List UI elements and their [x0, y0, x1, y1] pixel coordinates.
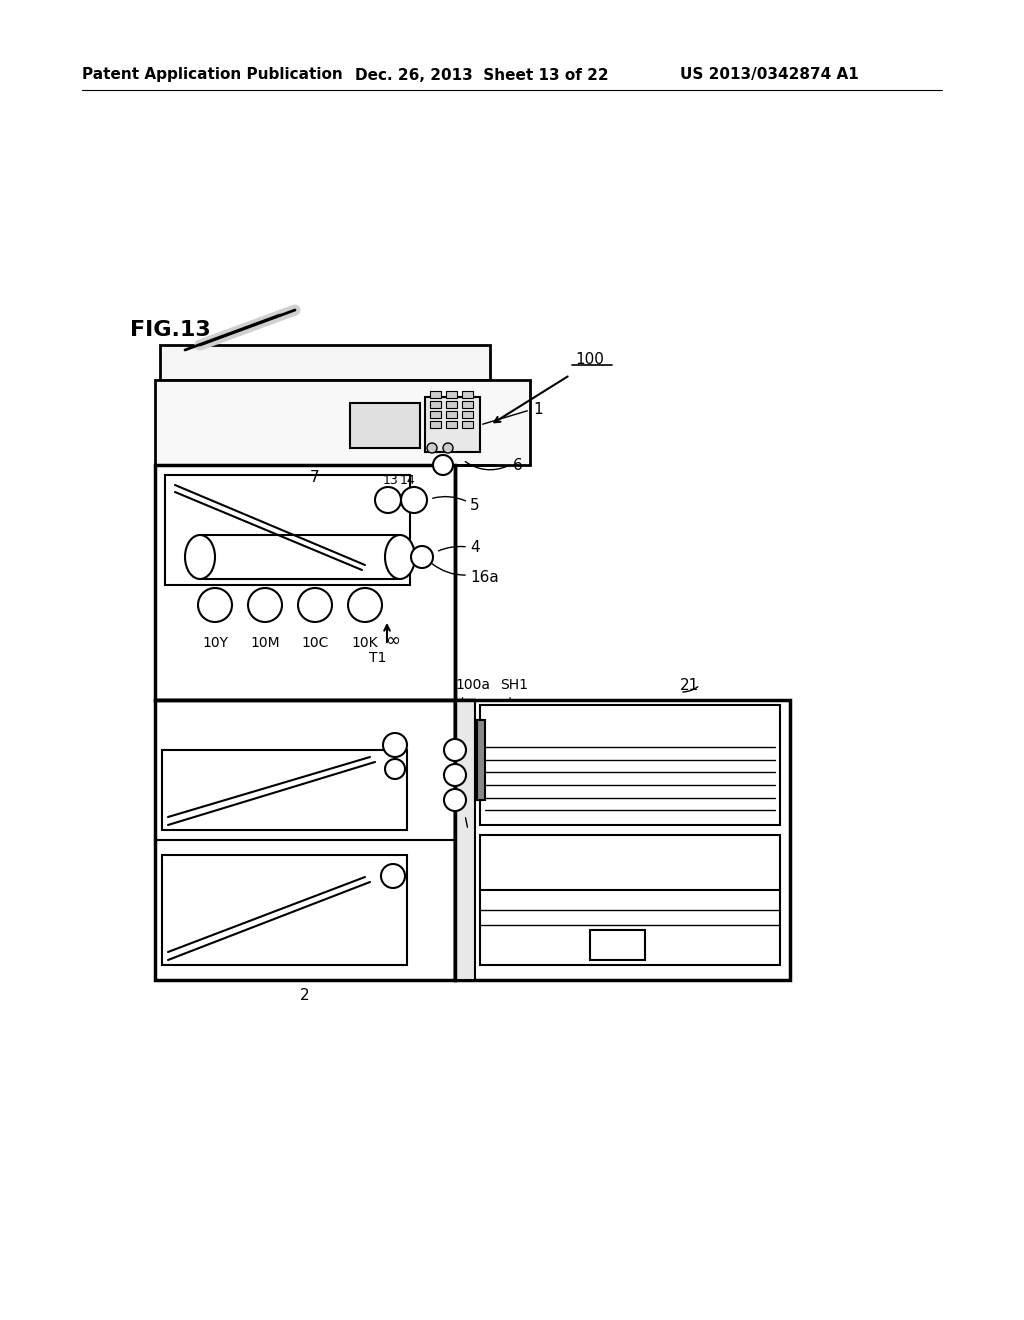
Bar — [462, 401, 473, 408]
Bar — [480, 705, 780, 825]
Circle shape — [383, 733, 407, 756]
Text: 16a: 16a — [470, 570, 499, 586]
Bar — [155, 700, 455, 979]
Circle shape — [385, 759, 406, 779]
Bar — [430, 401, 441, 408]
Bar — [162, 855, 407, 965]
Text: 10Y: 10Y — [202, 636, 228, 649]
Bar — [446, 401, 457, 408]
Ellipse shape — [185, 535, 215, 579]
Text: T1: T1 — [370, 651, 387, 665]
Bar — [477, 719, 485, 800]
Bar — [455, 700, 475, 979]
Circle shape — [444, 739, 466, 762]
Circle shape — [401, 487, 427, 513]
Text: US 2013/0342874 A1: US 2013/0342874 A1 — [680, 67, 859, 82]
Circle shape — [427, 444, 437, 453]
Text: 10K: 10K — [351, 636, 378, 649]
Text: 13: 13 — [383, 474, 398, 487]
Circle shape — [444, 764, 466, 785]
Text: 2: 2 — [300, 987, 310, 1002]
Bar — [430, 391, 441, 399]
Circle shape — [248, 587, 282, 622]
Circle shape — [348, 587, 382, 622]
Circle shape — [444, 789, 466, 810]
Bar — [350, 403, 420, 447]
Bar — [480, 836, 780, 965]
Text: 6: 6 — [513, 458, 522, 473]
Circle shape — [443, 444, 453, 453]
Bar — [462, 391, 473, 399]
Circle shape — [198, 587, 232, 622]
Text: 7: 7 — [310, 470, 319, 484]
Bar — [430, 421, 441, 428]
Text: 10C: 10C — [301, 636, 329, 649]
Text: 5: 5 — [470, 498, 479, 512]
Text: FIG.13: FIG.13 — [130, 319, 211, 341]
Bar — [455, 700, 790, 979]
Circle shape — [381, 865, 406, 888]
Bar — [155, 380, 530, 465]
Bar — [165, 475, 410, 585]
Bar — [446, 391, 457, 399]
Circle shape — [298, 587, 332, 622]
Circle shape — [375, 487, 401, 513]
Text: $\infty$: $\infty$ — [385, 631, 400, 649]
Text: Patent Application Publication: Patent Application Publication — [82, 67, 343, 82]
Circle shape — [433, 455, 453, 475]
Bar — [425, 397, 480, 451]
Text: 10M: 10M — [250, 636, 280, 649]
Bar — [446, 411, 457, 418]
Text: 21: 21 — [680, 677, 699, 693]
Bar — [160, 345, 490, 380]
Bar — [155, 465, 455, 700]
Bar — [590, 931, 645, 960]
Text: 100a: 100a — [455, 678, 490, 692]
Ellipse shape — [385, 535, 415, 579]
Text: 1: 1 — [534, 403, 543, 417]
Bar — [162, 750, 407, 830]
Text: 4: 4 — [470, 540, 479, 554]
Bar — [462, 421, 473, 428]
Circle shape — [411, 546, 433, 568]
Bar — [462, 411, 473, 418]
Text: Dec. 26, 2013  Sheet 13 of 22: Dec. 26, 2013 Sheet 13 of 22 — [355, 67, 608, 82]
Bar — [446, 421, 457, 428]
Bar — [430, 411, 441, 418]
Text: 100: 100 — [575, 352, 604, 367]
Text: 14: 14 — [400, 474, 416, 487]
Text: SH1: SH1 — [500, 678, 528, 692]
